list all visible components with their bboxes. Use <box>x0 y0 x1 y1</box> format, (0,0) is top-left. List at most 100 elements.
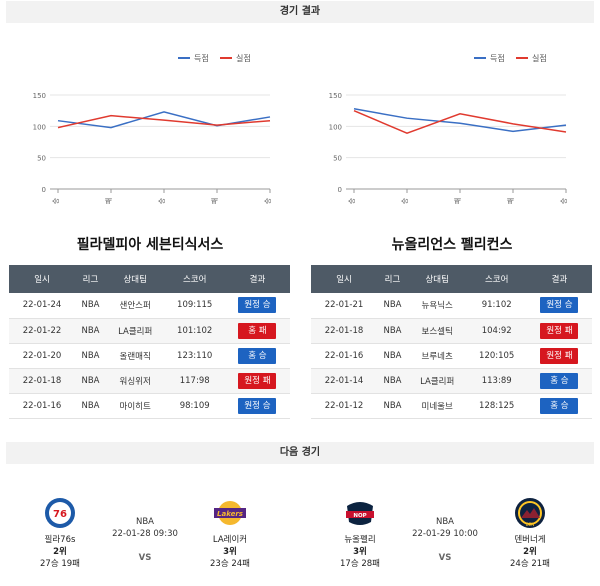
result-badge: 원정 승 <box>238 297 277 314</box>
cell-league: NBA <box>75 318 106 344</box>
match-1-away-team[interactable]: Lakers LA레이커 3위 23승 24패 <box>190 496 270 570</box>
match-1-home-team[interactable]: 76 필라76s 2위 27승 19패 <box>20 496 100 570</box>
header-score: 스코어 <box>164 265 225 293</box>
team-name: LA레이커 <box>212 535 248 545</box>
cell-league: NBA <box>75 293 106 319</box>
cell-league: NBA <box>377 393 408 419</box>
header-opponent: 상대팀 <box>407 265 467 293</box>
cell-date: 22-01-18 <box>9 368 76 394</box>
cell-date: 22-01-16 <box>311 343 378 369</box>
chart-legend: 득점 실점 <box>474 53 547 63</box>
section-next-header: 다음 경기 <box>6 442 594 464</box>
table-row: 22-01-24 NBA 샌안스퍼 109:115 원정 승 <box>9 293 290 319</box>
chart-left: 득점 실점 0 50 100 150 승 패 승 패 승 <box>30 44 280 212</box>
y-tick-label: 150 <box>329 92 342 100</box>
team-record: 27승 19패 <box>40 559 80 569</box>
header-league: 리그 <box>75 265 106 293</box>
table-row: 22-01-18 NBA 보스셀틱 104:92 원정 패 <box>311 318 592 344</box>
x-tick-label: 패 <box>104 198 113 204</box>
cell-opponent: 올랜매직 <box>105 343 165 369</box>
cell-league: NBA <box>75 393 106 419</box>
match-2-home-team[interactable]: NOP 뉴올펠리 3위 17승 28패 <box>320 496 400 570</box>
cell-date: 22-01-20 <box>9 343 76 369</box>
nuggets-logo-icon: DEN <box>513 496 547 530</box>
legend-allowed-label: 실점 <box>532 53 547 63</box>
table-row: 22-01-21 NBA 뉴욕닉스 91:102 원정 승 <box>311 293 592 319</box>
y-tick-label: 100 <box>329 123 342 131</box>
y-tick-label: 100 <box>33 123 46 131</box>
cell-league: NBA <box>377 343 408 369</box>
cell-opponent: 미네울브 <box>407 393 467 419</box>
cell-date: 22-01-22 <box>9 318 76 344</box>
cell-league: NBA <box>75 343 106 369</box>
header-score: 스코어 <box>466 265 527 293</box>
y-tick-label: 0 <box>42 186 46 194</box>
header-date: 일시 <box>9 265 76 293</box>
cell-score: 98:109 <box>164 393 225 419</box>
svg-text:NOP: NOP <box>353 513 366 519</box>
cell-league: NBA <box>377 368 408 394</box>
cell-result: 홈 승 <box>526 368 592 394</box>
svg-text:Lakers: Lakers <box>217 510 243 518</box>
team-record: 24승 21패 <box>510 559 550 569</box>
table-row: 22-01-16 NBA 마이히트 98:109 원정 승 <box>9 393 290 419</box>
x-tick-label: 승 <box>264 197 272 204</box>
cell-score: 91:102 <box>466 293 527 319</box>
result-badge: 원정 패 <box>238 372 277 389</box>
vs-label: VS <box>438 553 452 563</box>
y-tick-label: 50 <box>333 155 342 163</box>
next-match-1: 76 필라76s 2위 27승 19패 NBA 22-01-28 09:30 V… <box>0 496 290 584</box>
table-row: 22-01-22 NBA LA클리퍼 101:102 홈 패 <box>9 318 290 344</box>
sixers-logo-icon: 76 <box>43 496 77 530</box>
table-row: 22-01-12 NBA 미네울브 128:125 홈 승 <box>311 393 592 419</box>
table-row: 22-01-14 NBA LA클리퍼 113:89 홈 승 <box>311 368 592 394</box>
cell-result: 홈 승 <box>526 393 592 419</box>
section-results-header: 경기 결과 <box>6 1 594 23</box>
right-results-table: 일시 리그 상대팀 스코어 결과 22-01-21 NBA 뉴욕닉스 91:102 원정… <box>311 265 592 419</box>
match-2-info: NBA 22-01-29 10:00 VS <box>395 516 495 564</box>
header-opponent: 상대팀 <box>105 265 165 293</box>
cell-result: 홈 패 <box>224 318 290 344</box>
team-rank: 3위 <box>223 547 237 557</box>
cell-result: 원정 승 <box>224 293 290 319</box>
result-badge: 원정 패 <box>540 322 579 339</box>
result-badge: 홈 승 <box>540 397 579 414</box>
header-league: 리그 <box>377 265 408 293</box>
team-rank: 2위 <box>523 547 537 557</box>
cell-date: 22-01-21 <box>311 293 378 319</box>
header-result: 결과 <box>224 265 290 293</box>
cell-date: 22-01-24 <box>9 293 76 319</box>
y-tick-label: 0 <box>338 186 342 194</box>
x-tick-label: 패 <box>210 198 219 204</box>
series-line-allowed <box>57 114 271 129</box>
team-rank: 3위 <box>353 547 367 557</box>
cell-score: 101:102 <box>164 318 225 344</box>
cell-result: 홈 승 <box>224 343 290 369</box>
cell-opponent: LA클리퍼 <box>407 368 467 394</box>
chart-right: 득점 실점 0 50 100 150 승 승 패 패 승 <box>326 44 576 212</box>
series-line-allowed <box>353 109 567 135</box>
result-badge: 홈 패 <box>238 322 277 339</box>
team-record: 23승 24패 <box>210 559 250 569</box>
table-header-row: 일시 리그 상대팀 스코어 결과 <box>311 265 592 293</box>
svg-text:76: 76 <box>53 509 67 520</box>
header-result: 결과 <box>526 265 592 293</box>
match-league: NBA <box>435 517 454 527</box>
table-row: 22-01-16 NBA 브루네츠 120:105 원정 패 <box>311 343 592 369</box>
cell-result: 원정 패 <box>224 368 290 394</box>
cell-score: 123:110 <box>164 343 225 369</box>
pelicans-logo-icon: NOP <box>343 496 377 530</box>
cell-score: 120:105 <box>466 343 527 369</box>
team-name: 필라76s <box>44 535 76 545</box>
match-2-away-team[interactable]: DEN 덴버너게 2위 24승 21패 <box>490 496 570 570</box>
x-tick-label: 승 <box>158 197 166 204</box>
cell-date: 22-01-14 <box>311 368 378 394</box>
table-header-row: 일시 리그 상대팀 스코어 결과 <box>9 265 290 293</box>
cell-date: 22-01-18 <box>311 318 378 344</box>
table-row: 22-01-20 NBA 올랜매직 123:110 홈 승 <box>9 343 290 369</box>
team-name: 뉴올펠리 <box>344 535 376 545</box>
cell-date: 22-01-16 <box>9 393 76 419</box>
right-team-title: 뉴올리언스 펠리컨스 <box>391 237 513 253</box>
cell-league: NBA <box>377 318 408 344</box>
result-badge: 홈 승 <box>540 372 579 389</box>
